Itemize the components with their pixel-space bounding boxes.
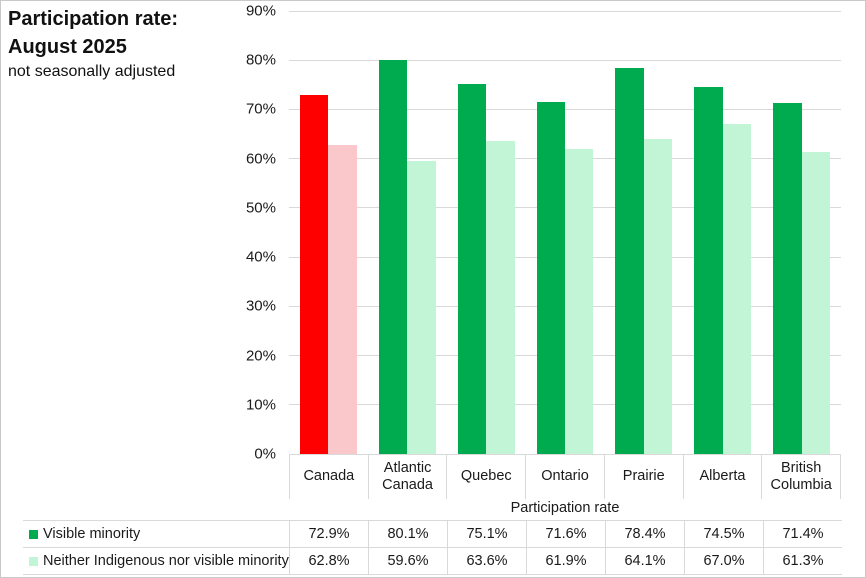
legend-label: Neither Indigenous nor visible minority [43, 553, 289, 569]
x-axis-title: Participation rate [510, 500, 620, 516]
bar-group-canada [289, 11, 368, 454]
category-label: British Columbia [761, 454, 842, 499]
y-tick-label: 0% [254, 445, 276, 463]
bar-group-atlantic-canada [368, 11, 447, 454]
table-value-cell: 72.9% [289, 521, 368, 547]
bar [694, 87, 723, 454]
chart-title-line2: August 2025 [8, 36, 127, 58]
table-value-cell: 63.6% [447, 548, 526, 574]
y-tick-label: 30% [245, 297, 276, 315]
table-row: Neither Indigenous nor visible minority 6… [23, 548, 842, 575]
bar [643, 138, 673, 454]
gridline [289, 10, 841, 12]
bar-group-ontario [526, 11, 605, 454]
category-label: Prairie [603, 454, 683, 499]
bar [300, 95, 329, 454]
gridline [289, 108, 841, 110]
category-label: Quebec [446, 454, 525, 499]
table-value-cell: 64.1% [605, 548, 684, 574]
table-value-cell: 80.1% [368, 521, 447, 547]
plot-area [289, 10, 841, 455]
gridline [289, 59, 841, 61]
table-value-cell: 71.4% [763, 521, 842, 547]
y-tick-label: 40% [245, 248, 276, 266]
y-tick-label: 70% [245, 100, 276, 118]
category-label: Canada [289, 454, 368, 499]
bar [801, 152, 830, 454]
table-value-cell: 78.4% [605, 521, 684, 547]
bar [722, 124, 752, 454]
y-tick-label: 50% [245, 199, 276, 217]
bar [536, 101, 565, 454]
bar [565, 149, 594, 454]
bar-group-prairie [604, 11, 683, 454]
bar-group-british-columbia [762, 11, 841, 454]
chart-title-block: Participation rate: August 2025 not seas… [8, 5, 278, 83]
table-value-cell: 75.1% [447, 521, 526, 547]
table-value-cell: 62.8% [289, 548, 368, 574]
y-axis: 0% 10% 20% 30% 40% 50% 60% 70% 80% 90% [1, 3, 283, 463]
bar [615, 68, 644, 454]
legend-swatch-icon [29, 529, 38, 539]
bar [773, 102, 802, 454]
gridline [289, 453, 841, 455]
bar-group-quebec [447, 11, 526, 454]
bar-group-alberta [683, 11, 762, 454]
bar [407, 160, 436, 454]
category-label: Alberta [682, 454, 762, 499]
category-label: Ontario [525, 454, 604, 499]
y-tick-label: 20% [245, 347, 276, 365]
table-value-cell: 59.6% [368, 548, 447, 574]
y-tick-label: 80% [245, 51, 276, 69]
x-axis-category-labels: Canada Atlantic Canada Quebec Ontario Prairi… [289, 454, 842, 499]
bar [486, 140, 515, 454]
legend-swatch-icon [29, 556, 38, 566]
bar [378, 59, 408, 454]
table-value-cell: 61.9% [526, 548, 605, 574]
bar [457, 84, 487, 454]
table-value-cell: 74.5% [684, 521, 763, 547]
chart-title-line1: Participation rate: [8, 8, 179, 30]
y-tick-label: 10% [245, 396, 276, 414]
legend-cell: Neither Indigenous nor visible minority [23, 548, 289, 574]
chart-subtitle: not seasonally adjusted [8, 63, 176, 80]
y-tick-label: 60% [245, 150, 276, 168]
table-value-cell: 67.0% [684, 548, 763, 574]
table-value-cell: 71.6% [526, 521, 605, 547]
legend-cell: Visible minority [23, 521, 289, 547]
legend-label: Visible minority [43, 526, 141, 542]
category-label: Atlantic Canada [367, 454, 447, 499]
table-row: Visible minority 72.9% 80.1% 75.1% 71.6% 78.4… [23, 521, 842, 548]
data-table: Visible minority 72.9% 80.1% 75.1% 71.6% 78.4… [23, 520, 842, 575]
table-value-cell: 61.3% [763, 548, 842, 574]
y-tick-label: 90% [245, 2, 276, 20]
bar-groups [289, 11, 841, 454]
bar [328, 144, 357, 454]
